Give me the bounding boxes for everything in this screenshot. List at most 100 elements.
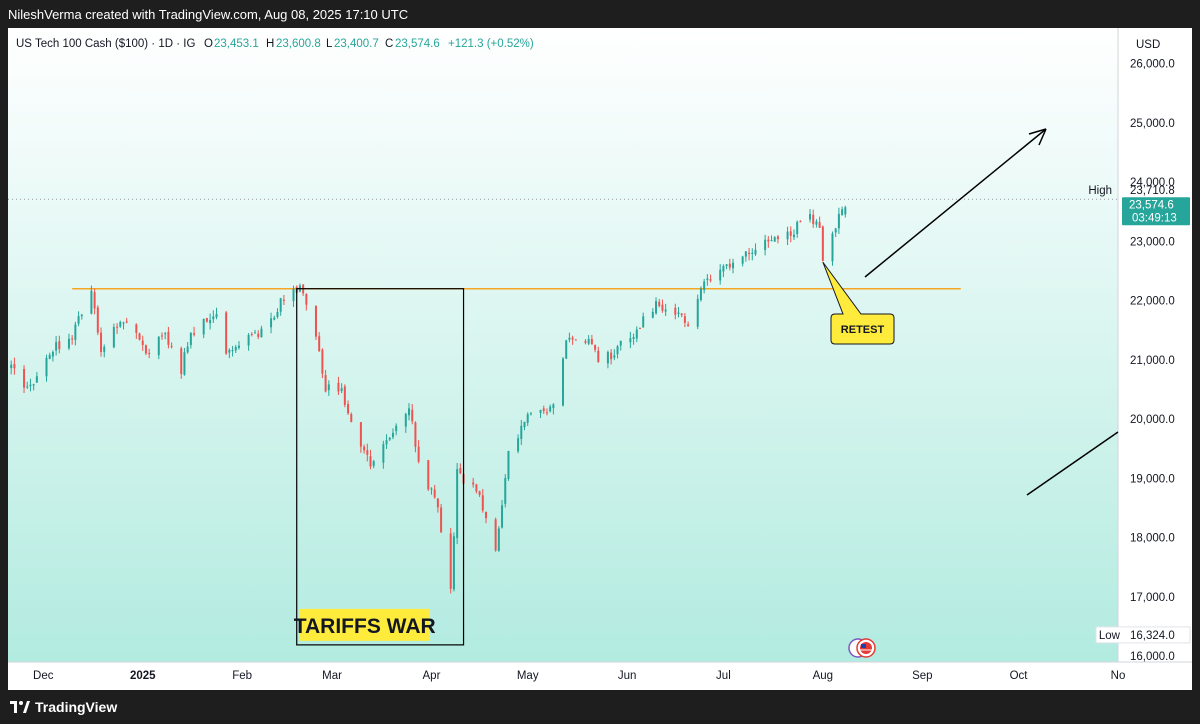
candle-body [427,460,430,490]
candle-body [655,301,658,314]
candle-body [93,292,96,309]
candle [789,226,792,243]
candle [619,340,622,351]
candle-body [481,495,484,511]
last-price-tag: 23,574.6 03:49:13 [1122,197,1190,226]
candle-body [48,354,51,359]
candle [382,440,385,469]
projection-line-lower[interactable] [1026,431,1119,496]
legend-low-label: L [326,38,333,50]
candle [279,297,282,316]
price-axis-currency: USD [1136,39,1160,51]
tariffs-war-box[interactable] [296,288,465,646]
candle [732,258,735,274]
time-tick-9: Sep [912,670,932,682]
candle-body [273,317,276,320]
candle-body [112,327,115,348]
candle-body [430,488,433,490]
legend-high: 23,600.8 [276,38,321,50]
candle [456,463,459,545]
candle [696,294,699,330]
candle-body [414,422,417,447]
candle-body [29,384,32,387]
candle [205,317,208,323]
candle [318,332,321,352]
candle-body [157,336,160,356]
candle-body [767,239,770,242]
candle-body [776,236,779,240]
candle [770,235,773,242]
candle [141,335,144,351]
candle [186,342,189,354]
candle-body [764,239,767,251]
candle [841,206,844,216]
projection-arrow-upper[interactable] [864,128,1047,278]
candles [10,205,847,594]
candle-body [189,332,192,346]
high-label: High [1088,185,1112,197]
candle [209,313,212,330]
candle-body [632,337,635,340]
tradingview-logo[interactable]: TradingView [10,699,117,715]
candle [728,258,731,271]
chart-frame: US Tech 100 Cash ($100) · 1D · IG O 23,4… [8,28,1192,690]
time-tick-0: Dec [33,670,54,682]
candle-body [363,446,366,451]
candle-body [661,304,664,311]
candle-body [180,348,183,374]
candle [119,320,122,328]
candle [247,333,250,351]
candle [74,321,77,346]
candle-body [71,338,74,340]
candle [237,341,240,350]
us-flag-events-icon[interactable] [848,638,876,658]
candle [552,403,555,415]
candle [100,327,103,357]
candle [29,378,32,392]
candle-body [597,350,600,363]
retest-callout[interactable] [822,261,895,345]
price-tick-5: 21,000.0 [1130,355,1175,367]
candle-body [831,233,834,262]
retest-annotation[interactable]: RETEST [822,261,895,345]
candle-body [404,413,407,427]
candle-body [318,336,321,352]
candle-body [372,461,375,466]
candle [276,308,279,319]
candle [574,339,577,341]
candle-body [619,340,622,346]
tariffs-war-annotation[interactable]: TARIFFS WAR [294,288,465,646]
candle-body [754,249,757,255]
candle [231,345,234,357]
candle [529,412,532,416]
candle [597,346,600,363]
candle [417,440,420,464]
candle [504,474,507,508]
candle-body [507,450,510,479]
candle-body [350,414,353,422]
candle [651,308,654,319]
candle [183,347,186,376]
candle [144,344,147,356]
candle [655,297,658,315]
candle [744,251,747,262]
last-price-value: 23,574.6 [1129,199,1174,211]
candle [523,421,526,431]
candle-body [799,221,802,223]
retest-label: RETEST [841,324,885,336]
candle [67,333,70,351]
candle [594,344,597,353]
candle [664,303,667,317]
candle-body [613,355,616,358]
candle [55,335,58,356]
candle [632,333,635,345]
price-tick-2: 24,000.0 [1130,177,1175,189]
candle [751,248,754,261]
candle [741,255,744,267]
price-chart[interactable]: US Tech 100 Cash ($100) · 1D · IG O 23,4… [8,28,1192,690]
candle [189,332,192,349]
candle-body [699,288,702,300]
candle [292,285,295,307]
candle-body [809,214,812,220]
candle-body [337,382,340,392]
